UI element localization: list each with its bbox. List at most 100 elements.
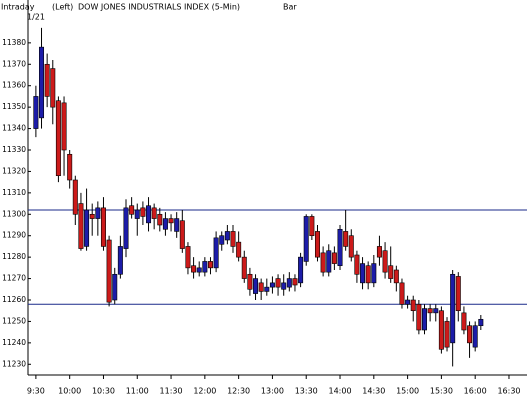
candle-body bbox=[179, 220, 185, 249]
candle-body bbox=[472, 325, 478, 348]
candle-body bbox=[410, 299, 416, 312]
candle-body bbox=[253, 278, 259, 294]
y-tick-label: 11330 bbox=[2, 145, 26, 154]
y-tick-label: 11280 bbox=[2, 252, 26, 261]
candle-body bbox=[207, 261, 213, 269]
header-text: (Left) bbox=[52, 3, 73, 12]
x-tick-label: 10:30 bbox=[92, 387, 115, 396]
x-tick-label: 14:30 bbox=[362, 387, 385, 396]
candle-body bbox=[33, 96, 39, 129]
y-tick-label: 11270 bbox=[2, 274, 26, 283]
candle-body bbox=[236, 241, 242, 258]
candle-body bbox=[371, 263, 377, 284]
candle-body bbox=[388, 265, 394, 279]
x-tick-label: 10:00 bbox=[58, 387, 81, 396]
candle-body bbox=[286, 278, 292, 288]
candle-body bbox=[67, 153, 73, 181]
candle-body bbox=[444, 321, 450, 348]
candle-body bbox=[162, 218, 168, 230]
x-tick-label: 14:00 bbox=[328, 387, 351, 396]
candle-body bbox=[61, 102, 67, 151]
header-text: DOW JONES INDUSTRIALS INDEX (5-Min) bbox=[78, 3, 240, 12]
y-tick-label: 11370 bbox=[2, 59, 26, 68]
candle-body bbox=[89, 213, 95, 219]
candle-body bbox=[309, 216, 315, 237]
candle-body bbox=[314, 231, 320, 258]
header-text: Bar bbox=[283, 3, 297, 12]
candle-body bbox=[478, 318, 484, 327]
candle-body bbox=[393, 269, 399, 284]
y-tick-label: 11230 bbox=[2, 359, 26, 368]
candle-body bbox=[433, 308, 439, 314]
y-tick-label: 11340 bbox=[2, 124, 26, 133]
candle-body bbox=[196, 267, 202, 273]
candle-body bbox=[117, 246, 123, 275]
y-tick-label: 11360 bbox=[2, 81, 26, 90]
candle-body bbox=[354, 254, 360, 275]
candle-body bbox=[134, 209, 140, 219]
candle-body bbox=[44, 63, 50, 97]
y-tick-label: 11240 bbox=[2, 338, 26, 347]
candle-body bbox=[365, 265, 371, 284]
candle-body bbox=[84, 209, 90, 247]
candle-body bbox=[106, 239, 112, 303]
candle-body bbox=[219, 235, 225, 245]
candle-body bbox=[399, 282, 405, 305]
candle-body bbox=[78, 203, 84, 249]
candle-body bbox=[303, 216, 309, 262]
candle-body bbox=[224, 231, 230, 241]
candle-body bbox=[247, 273, 253, 290]
x-tick-label: 13:30 bbox=[295, 387, 318, 396]
candle-body bbox=[174, 218, 180, 232]
candle-body bbox=[55, 100, 61, 177]
candle-body bbox=[185, 246, 191, 269]
candle-body bbox=[438, 310, 444, 350]
candle-body bbox=[292, 278, 298, 286]
candle-body bbox=[241, 256, 247, 279]
candle-body bbox=[202, 261, 208, 273]
x-tick-label: 15:30 bbox=[430, 387, 453, 396]
y-tick-label: 11290 bbox=[2, 231, 26, 240]
candle-body bbox=[360, 263, 366, 284]
y-tick-label: 11350 bbox=[2, 102, 26, 111]
candle-body bbox=[326, 250, 332, 273]
candle-body bbox=[461, 312, 467, 331]
x-tick-label: 15:00 bbox=[396, 387, 419, 396]
candle-body bbox=[100, 207, 106, 247]
x-tick-label: 11:30 bbox=[160, 387, 183, 396]
candle-body bbox=[343, 231, 349, 247]
candle-body bbox=[427, 308, 433, 314]
candle-body bbox=[213, 237, 219, 269]
candle-body bbox=[258, 282, 264, 292]
x-tick-label: 16:00 bbox=[464, 387, 487, 396]
y-tick-label: 11300 bbox=[2, 209, 26, 218]
candle-body bbox=[72, 179, 78, 215]
candle-body bbox=[129, 205, 135, 215]
candle-body bbox=[146, 205, 152, 224]
candle-body bbox=[151, 207, 157, 219]
candle-body bbox=[337, 228, 343, 267]
candle-body bbox=[157, 213, 163, 226]
x-tick-label: 11:00 bbox=[126, 387, 149, 396]
candle-body bbox=[348, 235, 354, 258]
y-tick-label: 11310 bbox=[2, 188, 26, 197]
candle-body bbox=[140, 207, 146, 217]
x-tick-label: 12:00 bbox=[193, 387, 216, 396]
candle-body bbox=[95, 207, 101, 219]
date-label: 1/21 bbox=[27, 13, 45, 22]
candle-body bbox=[191, 265, 197, 273]
candle-body bbox=[331, 252, 337, 264]
y-tick-label: 11320 bbox=[2, 166, 26, 175]
candle-body bbox=[123, 207, 129, 249]
candle-body bbox=[467, 325, 473, 344]
candle-body bbox=[264, 286, 270, 292]
candle-body bbox=[450, 273, 456, 344]
y-tick-label: 11380 bbox=[2, 38, 26, 47]
candle-body bbox=[405, 299, 411, 305]
candle-body bbox=[382, 250, 388, 273]
x-tick-label: 12:30 bbox=[227, 387, 250, 396]
candle-body bbox=[298, 256, 304, 284]
candle-body bbox=[275, 278, 281, 288]
candle-body bbox=[168, 218, 174, 224]
